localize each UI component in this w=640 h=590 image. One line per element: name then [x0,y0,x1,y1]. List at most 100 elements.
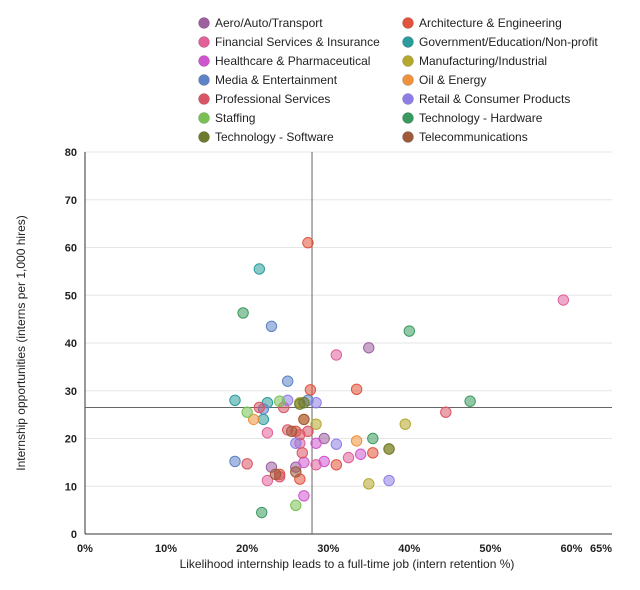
x-tick-label: 30% [317,543,339,555]
data-point-healthcare-pharmaceutical [298,456,310,469]
data-point-manufacturing-industrial [399,418,411,430]
data-point-healthcare-pharmaceutical [354,448,367,460]
x-tick-label: 20% [236,543,258,555]
data-point-oil-energy [350,435,363,447]
y-tick-label: 0 [71,529,77,541]
y-tick-label: 20 [65,434,77,446]
tick-labels: 0 10 20 30 40 50 60 70 80 0% 10% 20% 30% 40% 50% 60% 65% [65,147,612,555]
legend-label: Professional Services [215,92,330,106]
data-point-technology-software [294,398,306,410]
y-axis-label: Internship opportunities (interns per 1,… [14,215,28,470]
data-point-telecommunications [290,466,302,478]
data-point-telecommunications [269,468,282,481]
data-point-architecture-engineering [367,447,379,459]
legend-label: Technology - Hardware [419,111,543,125]
data-point-technology-hardware [464,395,476,407]
data-point-architecture-engineering [302,237,314,249]
legend-marker [402,74,414,86]
data-point-staffing [290,499,302,512]
data-point-professional-services [440,406,452,418]
data-point-retail-consumer-products [310,396,322,409]
data-point-manufacturing-industrial [310,418,322,430]
legend-marker [402,17,414,29]
x-tick-label: 50% [479,543,501,555]
x-tick-label: 40% [398,543,420,555]
y-tick-label: 70 [65,195,77,207]
data-point-financial-services-insurance [330,349,343,361]
data-point-media-entertainment [265,320,278,332]
data-point-manufacturing-industrial [363,478,375,490]
legend-label: Financial Services & Insurance [215,35,380,49]
data-point-architecture-engineering [350,383,363,396]
data-point-retail-consumer-products [330,438,343,450]
data-point-financial-services-insurance [342,451,355,464]
data-point-professional-services [253,401,266,414]
y-tick-label: 50 [65,290,77,302]
legend-label: Technology - Software [215,130,334,144]
data-point-healthcare-pharmaceutical [310,437,322,449]
data-point-technology-software [383,443,395,455]
data-point-government-education-non-profit [257,413,270,426]
legend-marker [402,112,414,124]
legend-label: Healthcare & Pharmaceutical [215,54,370,68]
legend-label: Staffing [215,111,255,125]
data-point-telecommunications [298,413,310,426]
grid-lines [85,151,612,487]
legend-marker [198,112,210,124]
data-point-architecture-engineering [304,384,317,396]
legend-label: Government/Education/Non-profit [419,35,598,49]
legend-marker [402,131,414,143]
data-point-architecture-engineering [330,459,343,471]
legend-label: Aero/Auto/Transport [215,16,323,30]
data-point-technology-hardware [367,432,379,445]
data-point-technology-hardware [256,506,268,519]
x-tick-label: 60% [560,543,582,555]
y-tick-label: 10 [65,481,77,493]
x-axis-label: Likelihood internship leads to a full-ti… [180,557,515,571]
data-point-technology-hardware [403,325,416,337]
data-point-financial-services-insurance [261,427,274,439]
legend-label: Media & Entertainment [215,73,338,87]
legend-label: Manufacturing/Industrial [419,54,547,68]
data-point-media-entertainment [281,375,294,387]
data-point-healthcare-pharmaceutical [318,455,330,468]
x-tick-label: 0% [77,543,93,555]
legend-marker [402,93,414,105]
data-point-oil-energy [247,413,260,426]
legend-marker [198,17,210,29]
y-tick-label: 30 [65,386,77,398]
data-point-aero-auto-transport [363,342,375,354]
legend-marker [198,93,210,105]
data-point-staffing [273,395,286,407]
data-point-telecommunications [286,425,298,438]
legend-marker [402,55,414,67]
data-point-financial-services-insurance [557,294,570,306]
x-tick-label: 65% [590,543,612,555]
data-point-retail-consumer-products [383,474,395,487]
legend-label: Telecommunications [419,130,528,144]
legend-marker [198,74,210,86]
data-points [229,237,570,519]
data-point-staffing [241,406,253,418]
legend-label: Retail & Consumer Products [419,92,570,106]
data-point-government-education-non-profit [229,394,241,406]
y-tick-label: 80 [65,147,77,159]
y-tick-label: 60 [65,243,77,255]
data-point-healthcare-pharmaceutical [298,490,310,502]
data-point-professional-services [241,458,253,470]
legend-marker [198,131,210,143]
data-point-government-education-non-profit [253,263,266,275]
legend: Aero/Auto/Transport Architecture & Engine… [198,16,598,144]
data-point-retail-consumer-products [290,437,302,449]
data-point-professional-services [296,447,308,459]
legend-marker [198,36,210,48]
data-point-financial-services-insurance [261,474,274,487]
data-point-media-entertainment [229,455,241,468]
legend-marker [402,36,414,48]
data-point-technology-hardware [237,307,249,319]
y-tick-label: 40 [65,338,77,350]
legend-label: Oil & Energy [419,73,486,87]
legend-marker [198,55,210,67]
